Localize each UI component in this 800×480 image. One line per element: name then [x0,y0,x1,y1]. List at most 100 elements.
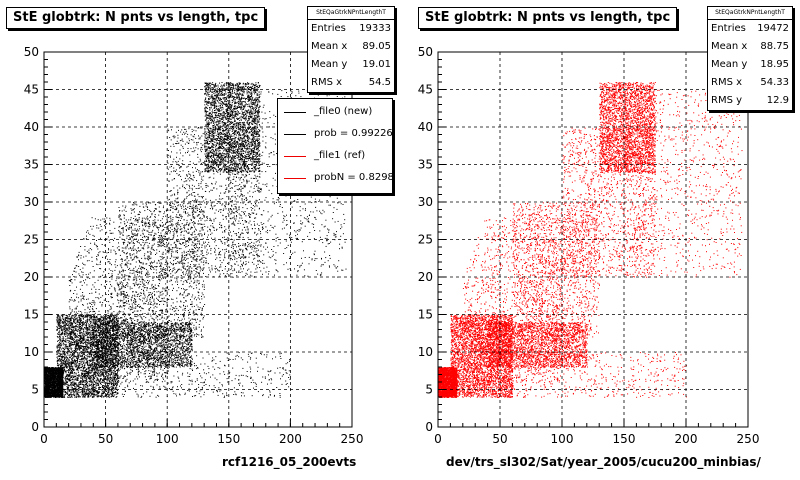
scatter-point [114,318,115,319]
scatter-point [48,375,49,376]
scatter-point [85,349,86,350]
scatter-point [96,367,97,368]
scatter-point [48,368,49,369]
scatter-point [74,320,75,321]
scatter-point [54,372,55,373]
scatter-point [59,376,60,377]
scatter-point [82,377,83,378]
scatter-point [98,383,99,384]
scatter-point [67,386,68,387]
scatter-point [59,380,60,381]
scatter-point [67,330,68,331]
scatter-point [91,322,92,323]
scatter-point [58,350,59,351]
scatter-point [65,322,66,323]
scatter-point [70,384,71,385]
scatter-point [83,338,84,339]
scatter-point [81,335,82,336]
scatter-point [62,379,63,380]
scatter-point [65,334,66,335]
scatter-point [77,348,78,349]
scatter-point [74,342,75,343]
scatter-point [59,316,60,317]
scatter-point [88,347,89,348]
scatter-point [112,368,113,369]
scatter-point [98,371,99,372]
scatter-point [114,342,115,343]
scatter-point [102,369,103,370]
scatter-point [102,351,103,352]
scatter-point [71,329,72,330]
scatter-point [56,367,57,368]
scatter-point [64,367,65,368]
scatter-point [113,319,114,320]
scatter-point [89,356,90,357]
scatter-point [76,380,77,381]
scatter-point [74,372,75,373]
scatter-point [46,387,47,388]
scatter-point [72,332,73,333]
scatter-point [47,386,48,387]
scatter-point [81,342,82,343]
scatter-point [63,380,64,381]
scatter-point [66,320,67,321]
scatter-point [83,363,84,364]
scatter-point [51,391,52,392]
scatter-point [86,348,87,349]
scatter-point [44,368,45,369]
scatter-point [84,391,85,392]
scatter-point [50,390,51,391]
scatter-point [62,316,63,317]
scatter-point [104,378,105,379]
scatter-point [48,372,49,373]
scatter-point [111,316,112,317]
scatter-point [86,378,87,379]
scatter-point [58,350,59,351]
scatter-point [61,368,62,369]
scatter-point [55,389,56,390]
scatter-point [61,361,62,362]
scatter-point [87,397,88,398]
scatter-point [103,397,104,398]
scatter-point [83,333,84,334]
scatter-point [69,364,70,365]
scatter-point [46,385,47,386]
scatter-point [63,323,64,324]
scatter-point [61,334,62,335]
scatter-point [109,378,110,379]
scatter-point [101,363,102,364]
scatter-point [102,395,103,396]
scatter-point [64,349,65,350]
scatter-point [82,346,83,347]
scatter-point [81,375,82,376]
scatter-point [61,380,62,381]
scatter-point [90,389,91,390]
scatter-point [116,322,117,323]
scatter-point [67,391,68,392]
scatter-point [57,327,58,328]
scatter-point [54,385,55,386]
scatter-point [63,338,64,339]
scatter-point [57,358,58,359]
scatter-point [50,368,51,369]
scatter-point [87,360,88,361]
scatter-point [62,362,63,363]
scatter-point [86,362,87,363]
scatter-point [46,372,47,373]
scatter-point [103,385,104,386]
scatter-point [59,358,60,359]
scatter-point [68,359,69,360]
scatter-point [61,356,62,357]
scatter-point [63,327,64,328]
scatter-point [45,388,46,389]
scatter-point [96,381,97,382]
scatter-point [76,318,77,319]
scatter-point [57,346,58,347]
scatter-point [73,354,74,355]
scatter-point [79,363,80,364]
scatter-point [52,372,53,373]
scatter-point [69,343,70,344]
scatter-point [87,387,88,388]
scatter-point [102,391,103,392]
scatter-point [61,341,62,342]
